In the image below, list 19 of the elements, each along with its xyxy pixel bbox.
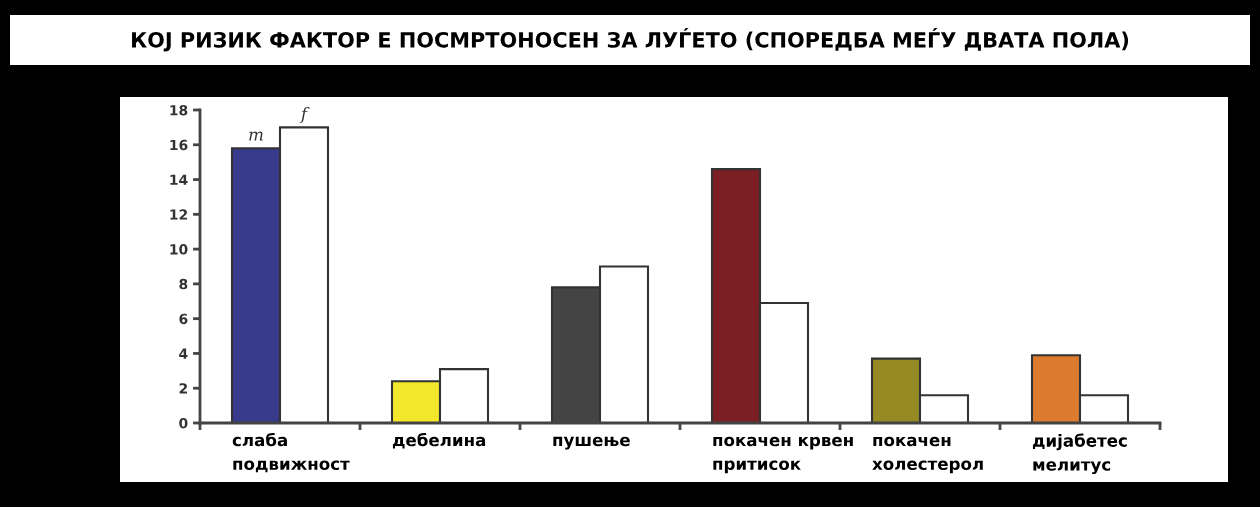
y-tick-label: 0 [179,417,188,429]
y-tick-label: 16 [170,139,188,151]
x-tick-label: покачен холестерол [872,436,983,474]
series-label: m [249,131,263,141]
x-tick-label: слаба подвижност [232,432,350,473]
x-tick-label: дебелина [392,432,486,449]
y-tick-label: 2 [179,383,187,394]
y-tick-label: 8 [179,278,188,290]
y-tick-label: 6 [179,313,188,325]
y-tick-label: 18 [170,104,188,116]
y-tick-label: 14 [170,174,188,185]
x-tick-label: пушење [553,436,630,450]
x-tick-label: покачен крвен притисок [713,436,853,474]
series-label: f [299,106,310,124]
y-tick-label: 12 [170,209,187,220]
x-tick-label: дијабетес мелитус [1032,433,1127,475]
y-tick-label: 4 [179,348,188,359]
y-tick-label: 10 [170,244,188,255]
chart-title: КОЈ РИЗИК ФАКТОР Е ПОСМРТОНОСЕН ЗА ЛУЃЕТО (СПОРЕДБА МЕЃУ ДВАТА ПОЛА) [132,28,1129,52]
